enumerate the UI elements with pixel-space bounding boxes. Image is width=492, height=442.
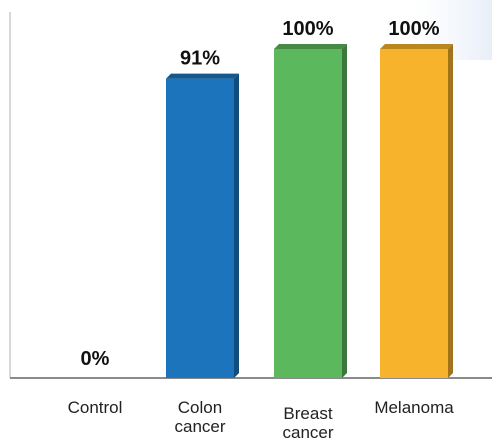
bars-group	[166, 44, 453, 378]
bar-top	[380, 44, 453, 49]
bar-3	[380, 44, 453, 378]
data-label: 0%	[81, 348, 110, 370]
bar-2	[274, 44, 347, 378]
bar-front	[380, 49, 448, 378]
category-label: Colon cancer	[145, 398, 255, 436]
bar-side	[342, 44, 347, 378]
bar-front	[274, 49, 342, 378]
category-label: Control	[40, 398, 150, 417]
category-label: Melanoma	[359, 398, 469, 417]
bar-1	[166, 74, 239, 378]
bar-side	[234, 74, 239, 378]
data-label: 91%	[180, 48, 220, 70]
data-label: 100%	[388, 18, 439, 40]
data-label: 100%	[282, 18, 333, 40]
bar-top	[274, 44, 347, 49]
bar-front	[166, 79, 234, 378]
bar-top	[166, 74, 239, 79]
bar-side	[448, 44, 453, 378]
category-label: Breast cancer	[253, 404, 363, 442]
